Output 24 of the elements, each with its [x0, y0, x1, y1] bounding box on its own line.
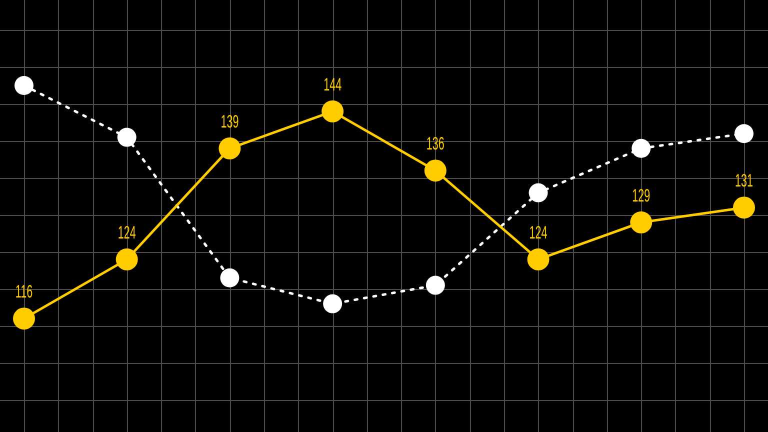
point — [424, 160, 446, 182]
data-label: 124 — [529, 224, 548, 244]
point — [323, 294, 342, 314]
point — [322, 100, 344, 122]
point — [218, 137, 241, 160]
point — [527, 248, 550, 270]
point — [733, 196, 755, 219]
point — [116, 248, 138, 270]
point — [220, 268, 240, 288]
point — [734, 124, 754, 144]
point — [632, 138, 651, 158]
point — [426, 276, 445, 295]
data-label: 116 — [15, 283, 33, 302]
point — [13, 308, 35, 330]
point — [528, 183, 548, 202]
data-label: 139 — [220, 112, 239, 132]
point — [117, 128, 136, 147]
point — [630, 211, 652, 234]
data-label: 129 — [632, 186, 650, 206]
data-label: 144 — [324, 76, 342, 96]
data-label: 131 — [734, 172, 754, 192]
point — [14, 76, 34, 95]
data-label: 136 — [426, 135, 444, 154]
data-label: 124 — [118, 224, 136, 244]
